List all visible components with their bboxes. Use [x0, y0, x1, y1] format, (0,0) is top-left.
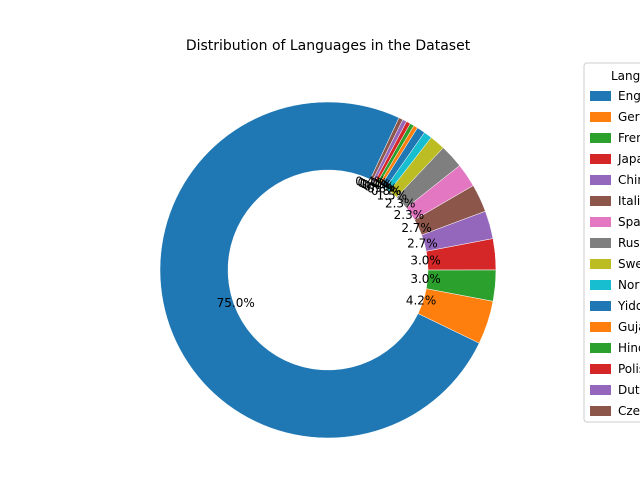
legend: Languages English German French Japanese Chi… — [583, 62, 640, 423]
slice-english — [159, 101, 480, 439]
legend-label-dutch: Dutch — [618, 383, 640, 397]
legend-swatch-german — [590, 112, 611, 122]
pct-label-japanese: 3.0% — [410, 254, 441, 268]
legend-swatch-french — [590, 133, 611, 143]
legend-label-french: French — [618, 131, 640, 145]
legend-swatch-japanese — [590, 154, 611, 164]
pct-label-yiddish: 0.8% — [367, 181, 398, 195]
legend-swatch-polish — [590, 364, 611, 374]
pct-label-gujarati: 0.4% — [364, 179, 395, 193]
legend-label-czech: Czech — [618, 404, 640, 418]
legend-swatch-czech — [590, 406, 611, 416]
pct-label-spanish: 2.3% — [394, 208, 425, 222]
pct-label-french: 3.0% — [410, 272, 441, 286]
legend-label-gujarati: Gujarati — [618, 320, 640, 334]
legend-label-swedish: Swedish — [618, 257, 640, 271]
percent-labels-group: 75.0% 4.2%3.0%3.0%2.7%2.7%2.3%2.3%1.5%0.8… — [217, 175, 441, 310]
pct-label-italian: 2.7% — [401, 221, 432, 235]
legend-frame — [583, 62, 640, 423]
pct-label-norwegian: 0.8% — [371, 184, 402, 198]
legend-label-hindi: Hindi — [618, 341, 640, 355]
legend-label-english: English — [618, 89, 640, 103]
legend-swatch-chinese — [590, 175, 611, 185]
pct-label-hindi: 0.4% — [362, 178, 393, 192]
legend-label-spanish: Spanish — [618, 215, 640, 229]
legend-label-chinese: Chinese — [618, 173, 640, 187]
legend-label-russian: Russian — [618, 236, 640, 250]
legend-title: Languages — [611, 69, 640, 83]
pct-label-english: 75.0% — [217, 296, 255, 310]
legend-swatch-yiddish — [590, 301, 611, 311]
slice-czech — [369, 117, 404, 181]
legend-label-japanese: Japanese — [617, 152, 640, 166]
legend-swatch-norwegian — [590, 280, 611, 290]
legend-swatch-gujarati — [590, 322, 611, 332]
legend-label-polish: Polish — [618, 362, 640, 376]
pct-label-czech: 0.4% — [355, 175, 386, 189]
legend-label-italian: Italian — [618, 194, 640, 208]
legend-label-german: German — [618, 110, 640, 124]
slices-group — [159, 101, 497, 439]
legend-swatch-swedish — [590, 259, 611, 269]
pct-label-russian: 2.3% — [385, 197, 416, 211]
pct-label-dutch: 0.4% — [357, 176, 388, 190]
legend-swatch-spanish — [590, 217, 611, 227]
legend-swatch-russian — [590, 238, 611, 248]
legend-swatch-dutch — [590, 385, 611, 395]
pct-label-polish: 0.4% — [360, 177, 391, 191]
chart-title: Distribution of Languages in the Dataset — [186, 38, 471, 54]
pct-label-swedish: 1.5% — [377, 189, 408, 203]
pct-label-german: 4.2% — [406, 294, 437, 308]
pct-label-chinese: 2.7% — [407, 237, 438, 251]
legend-label-norwegian: Norwegian — [618, 278, 640, 292]
legend-label-yiddish: Yiddish — [617, 299, 640, 313]
legend-swatch-hindi — [590, 343, 611, 353]
legend-swatch-italian — [590, 196, 611, 206]
legend-swatch-english — [590, 91, 611, 101]
